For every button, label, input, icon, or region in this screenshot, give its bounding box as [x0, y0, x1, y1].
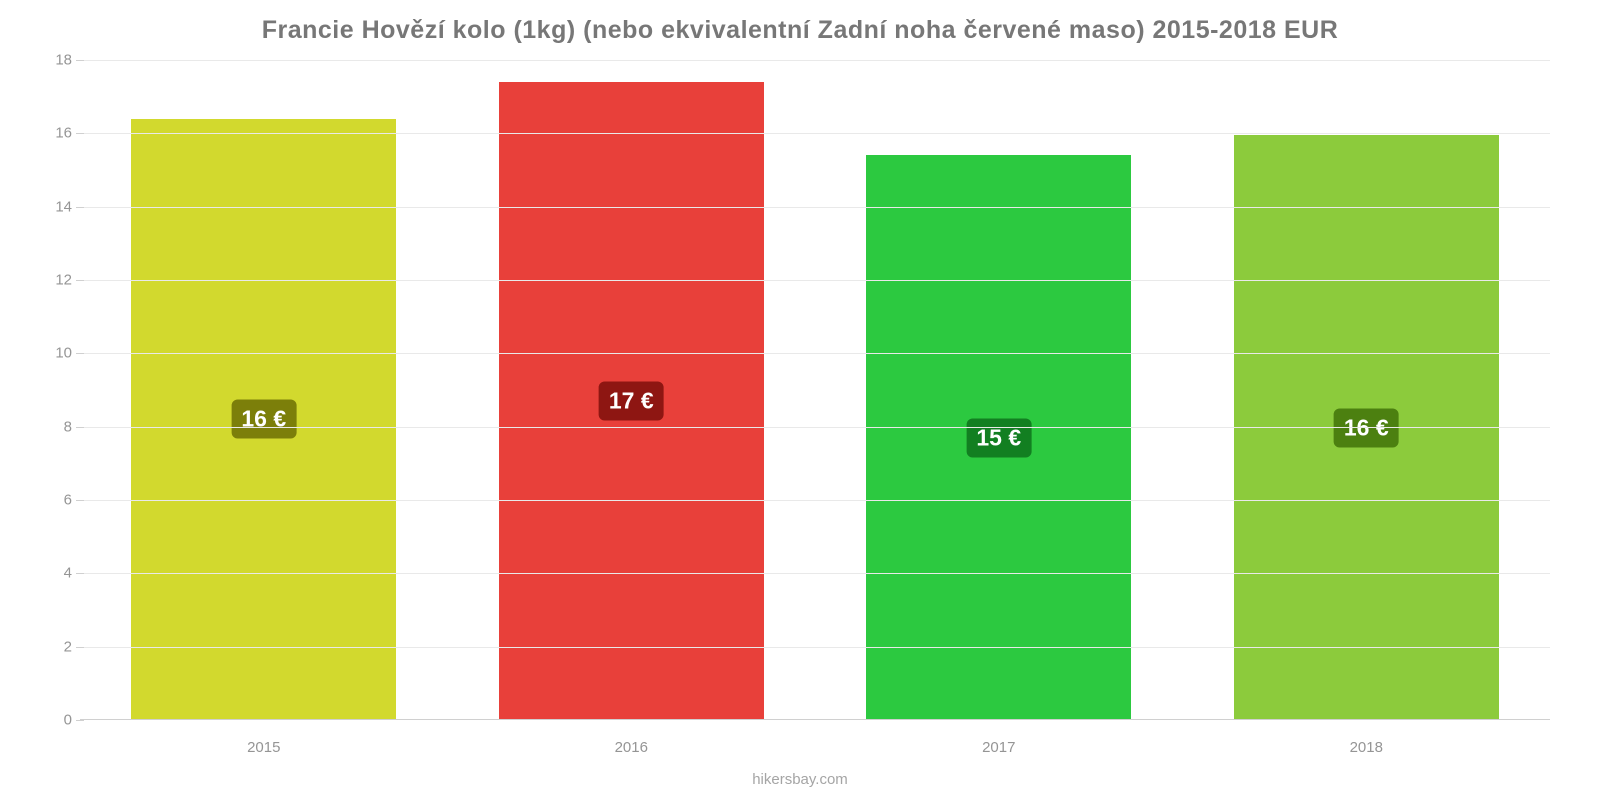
x-tick-label: 2016: [448, 739, 816, 756]
chart-title: Francie Hovězí kolo (1kg) (nebo ekvivale…: [0, 16, 1600, 45]
grid-line: [80, 60, 1550, 61]
y-tick-label: 18: [55, 52, 80, 69]
y-tick-label: 10: [55, 345, 80, 362]
bar-column: 17 €: [448, 60, 816, 720]
y-tick-label: 4: [64, 565, 80, 582]
bar-column: 15 €: [815, 60, 1183, 720]
y-tick-label: 14: [55, 198, 80, 215]
bar-value-label: 16 €: [231, 400, 296, 439]
grid-line: [80, 353, 1550, 354]
bar-value-label: 17 €: [599, 382, 664, 421]
x-tick-label: 2017: [815, 739, 1183, 756]
grid-line: [80, 280, 1550, 281]
y-tick-label: 12: [55, 272, 80, 289]
grid-line: [80, 133, 1550, 134]
y-tick-label: 0: [64, 712, 80, 729]
x-axis-labels: 2015201620172018: [80, 739, 1550, 756]
y-tick-label: 16: [55, 125, 80, 142]
chart-footer: hikersbay.com: [0, 771, 1600, 788]
y-tick-label: 8: [64, 418, 80, 435]
grid-line: [80, 647, 1550, 648]
y-tick-label: 2: [64, 638, 80, 655]
grid-line: [80, 500, 1550, 501]
bar-column: 16 €: [1183, 60, 1551, 720]
bar: 16 €: [131, 119, 396, 720]
y-tick-label: 6: [64, 492, 80, 509]
x-tick-label: 2018: [1183, 739, 1551, 756]
chart-container: Francie Hovězí kolo (1kg) (nebo ekvivale…: [0, 0, 1600, 800]
x-axis-line: [80, 719, 1550, 720]
bar-value-label: 15 €: [966, 418, 1031, 457]
grid-line: [80, 573, 1550, 574]
grid-line: [80, 427, 1550, 428]
grid-line: [80, 207, 1550, 208]
plot-area: 16 €17 €15 €16 € 024681012141618: [80, 60, 1550, 720]
bar-column: 16 €: [80, 60, 448, 720]
bar: 17 €: [499, 82, 764, 720]
x-tick-label: 2015: [80, 739, 448, 756]
bar-group: 16 € 17 € 15 € 16 €: [80, 60, 1550, 720]
bar: 15 €: [866, 155, 1131, 720]
